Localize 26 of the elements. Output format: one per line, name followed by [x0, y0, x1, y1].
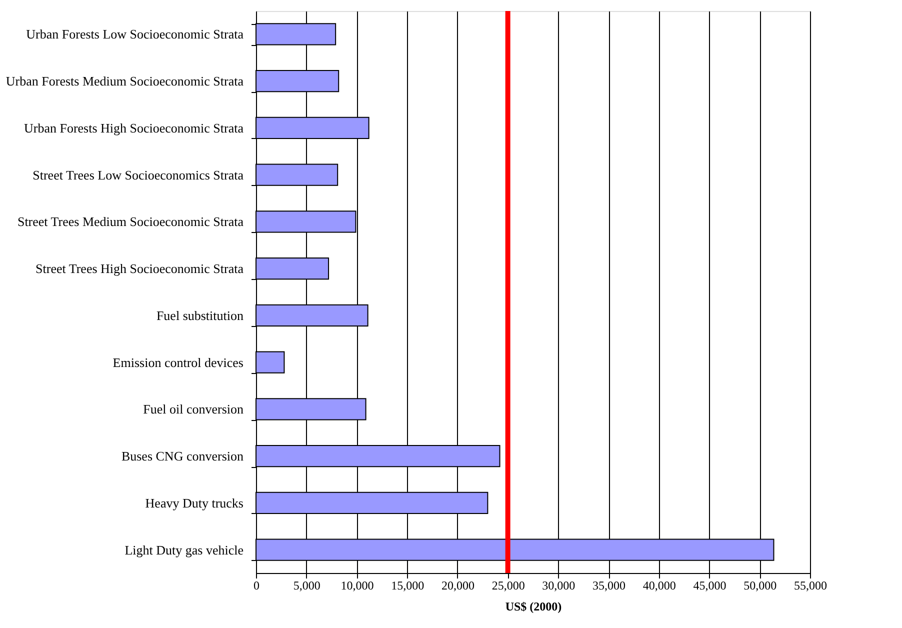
x-tick-label: 20,000 — [441, 578, 474, 592]
x-tick-label: 5,000 — [293, 578, 320, 592]
x-tick-label: 55,000 — [794, 578, 827, 592]
bar — [256, 351, 285, 374]
y-tick-label: Street Trees Low Socioeconomics Strata — [32, 167, 244, 182]
y-tick-label: Heavy Duty trucks — [145, 495, 244, 510]
x-tick-label: 10,000 — [340, 578, 374, 592]
y-tick-label: Urban Forests High Socioeconomic Strata — [24, 120, 244, 136]
y-tick-label: Urban Forests Low Socioeconomic Strata — [26, 26, 244, 42]
x-tick-label: 25,000 — [492, 578, 525, 592]
y-tick-label: Light Duty gas vehicle — [124, 542, 244, 558]
x-tick-label: 35,000 — [592, 578, 626, 592]
y-tick-label: Fuel substitution — [156, 308, 244, 323]
x-tick-label: 45,000 — [693, 578, 726, 592]
y-tick-label: Urban Forests Medium Socioeconomic Strata — [6, 74, 244, 89]
x-tick-label: 40,000 — [642, 578, 676, 592]
x-axis-title: US$ (2000) — [505, 600, 562, 614]
y-tick-label: Fuel oil conversion — [143, 402, 244, 417]
y-tick-label: Street Trees Medium Socioeconomic Strata — [17, 214, 244, 230]
x-tick-label: 0 — [254, 578, 260, 592]
y-tick-label: Emission control devices — [112, 354, 244, 370]
y-tick-label: Buses CNG conversion — [121, 448, 244, 464]
x-tick-label: 30,000 — [542, 578, 576, 592]
y-tick-label: Street Trees High Socioeconomic Strata — [36, 261, 244, 276]
x-tick-label: 50,000 — [744, 578, 777, 592]
x-tick-label: 15,000 — [391, 578, 424, 592]
